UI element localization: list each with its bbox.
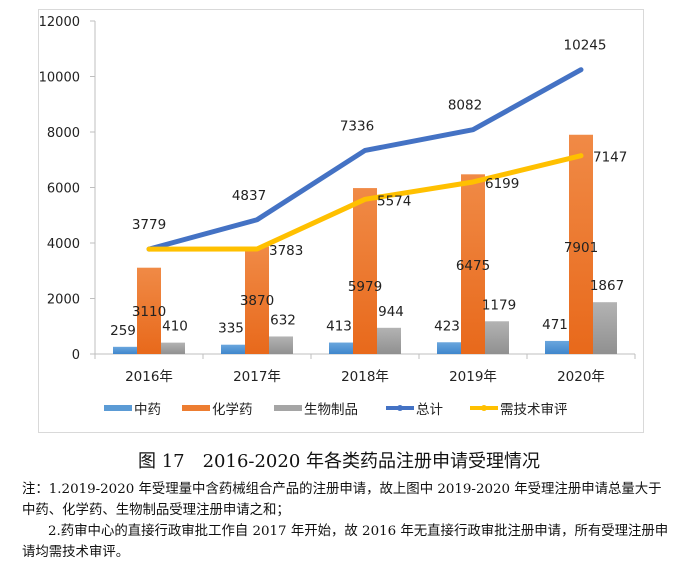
data-label-化学药: 5979 bbox=[348, 279, 382, 295]
data-label-中药: 423 bbox=[434, 318, 460, 334]
legend-swatch-生物制品 bbox=[274, 405, 302, 411]
data-label-总计: 7336 bbox=[340, 118, 374, 134]
point-需技术审评-2020年 bbox=[579, 153, 583, 158]
bar-生物制品-2018年 bbox=[377, 327, 401, 354]
footnote-1: 注：1.2019-2020 年受理量中含药械组合产品的注册申请，故上图中 201… bbox=[22, 482, 662, 518]
data-label-中药: 259 bbox=[110, 323, 136, 339]
legend-label-总计: 总计 bbox=[416, 402, 443, 418]
x-tick-label: 2019年 bbox=[449, 369, 497, 385]
point-需技术审评-2016年 bbox=[147, 247, 151, 252]
legend-label-需技术审评: 需技术审评 bbox=[500, 402, 568, 418]
data-label-化学药: 6475 bbox=[456, 258, 490, 274]
data-label-需技术审评: 3783 bbox=[269, 243, 303, 259]
legend-swatch-化学药 bbox=[182, 405, 210, 411]
data-label-生物制品: 1867 bbox=[590, 278, 624, 294]
y-tick-label: 12000 bbox=[39, 15, 80, 30]
bar-化学药-2018年 bbox=[353, 188, 377, 354]
data-label-生物制品: 632 bbox=[270, 312, 296, 328]
bar-生物制品-2020年 bbox=[593, 302, 617, 354]
legend-label-生物制品: 生物制品 bbox=[304, 402, 358, 418]
bar-中药-2018年 bbox=[329, 342, 353, 354]
point-总计-2020年 bbox=[579, 67, 583, 72]
bar-中药-2016年 bbox=[113, 346, 137, 354]
data-label-中药: 413 bbox=[326, 319, 352, 335]
bar-生物制品-2016年 bbox=[161, 342, 185, 354]
figure-caption: 图 17 2016-2020 年各类药品注册申请受理情况 bbox=[137, 451, 541, 472]
x-tick-label: 2017年 bbox=[233, 369, 281, 385]
x-tick-label: 2016年 bbox=[125, 369, 173, 385]
bar-化学药-2019年 bbox=[461, 174, 485, 354]
bar-生物制品-2019年 bbox=[485, 321, 509, 354]
legend-marker-需技术审评 bbox=[481, 405, 487, 411]
data-label-生物制品: 410 bbox=[162, 319, 188, 335]
y-tick-label: 2000 bbox=[47, 293, 80, 308]
point-总计-2018年 bbox=[363, 148, 367, 153]
x-tick-label: 2018年 bbox=[341, 369, 389, 385]
point-需技术审评-2017年 bbox=[255, 247, 259, 252]
bar-化学药-2016年 bbox=[137, 267, 161, 354]
legend-marker-总计 bbox=[397, 405, 403, 411]
combo-chart: 0 2000 4000 6000 8000 10000 12000 2016年 2017年 201… bbox=[39, 15, 636, 418]
data-label-总计: 10245 bbox=[564, 38, 607, 54]
bar-化学药-2020年 bbox=[569, 134, 593, 354]
y-tick-label: 0 bbox=[72, 348, 80, 363]
data-label-化学药: 3110 bbox=[132, 304, 166, 320]
data-label-需技术审评: 7147 bbox=[593, 150, 627, 166]
data-label-需技术审评: 5574 bbox=[377, 193, 411, 209]
legend-swatch-中药 bbox=[104, 405, 132, 411]
point-需技术审评-2019年 bbox=[471, 179, 475, 184]
y-tick-label: 4000 bbox=[47, 237, 80, 252]
point-总计-2019年 bbox=[471, 127, 475, 132]
data-label-需技术审评: 6199 bbox=[485, 176, 519, 192]
data-label-总计: 3779 bbox=[132, 217, 166, 233]
legend-label-中药: 中药 bbox=[134, 402, 161, 418]
data-label-化学药: 7901 bbox=[564, 240, 598, 256]
y-tick-label: 10000 bbox=[39, 71, 80, 86]
y-tick-label: 8000 bbox=[47, 126, 80, 141]
data-label-中药: 335 bbox=[218, 321, 244, 337]
bar-中药-2017年 bbox=[221, 344, 245, 354]
footnote-2: 2.药审中心的直接行政审批工作自 2017 年开始，故 2016 年无直接行政审… bbox=[22, 524, 669, 560]
legend-label-化学药: 化学药 bbox=[212, 402, 253, 418]
chart-frame bbox=[38, 9, 644, 433]
data-label-生物制品: 944 bbox=[378, 304, 404, 320]
bar-生物制品-2017年 bbox=[269, 336, 293, 354]
bar-中药-2020年 bbox=[545, 340, 569, 354]
y-tick-label: 6000 bbox=[47, 182, 80, 197]
x-tick-label: 2020年 bbox=[557, 369, 605, 385]
point-总计-2017年 bbox=[255, 217, 259, 222]
data-label-总计: 8082 bbox=[448, 98, 482, 114]
data-label-化学药: 3870 bbox=[240, 293, 274, 309]
data-label-生物制品: 1179 bbox=[482, 297, 516, 313]
bar-中药-2019年 bbox=[437, 342, 461, 354]
data-label-总计: 4837 bbox=[232, 188, 266, 204]
bar-化学药-2017年 bbox=[245, 246, 269, 354]
data-label-中药: 471 bbox=[542, 317, 568, 333]
point-需技术审评-2018年 bbox=[363, 197, 367, 202]
